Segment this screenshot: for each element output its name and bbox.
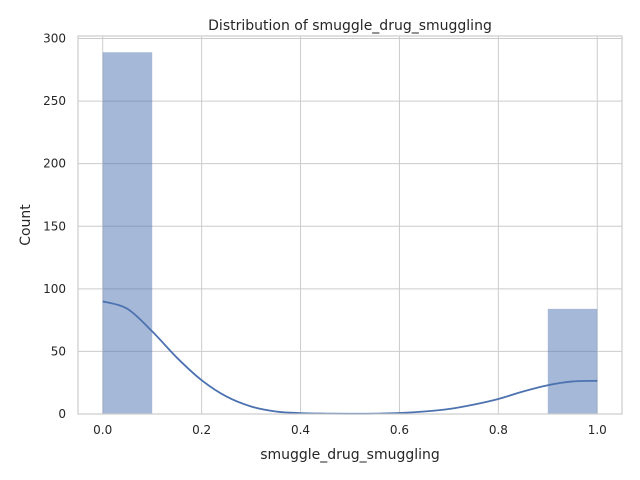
y-axis-label: Count bbox=[18, 204, 34, 246]
y-tick-label: 100 bbox=[43, 282, 66, 296]
x-tick-label: 1.0 bbox=[588, 423, 607, 437]
y-tick-label: 200 bbox=[43, 157, 66, 171]
x-tick-label: 0.8 bbox=[489, 423, 508, 437]
x-tick-label: 0.0 bbox=[93, 423, 112, 437]
y-tick-label: 0 bbox=[58, 407, 66, 421]
bars-layer bbox=[102, 52, 598, 415]
kde-line bbox=[102, 300, 598, 415]
x-tick-label: 0.2 bbox=[192, 423, 211, 437]
x-tick-label: 0.6 bbox=[390, 423, 409, 437]
x-tick-label: 0.4 bbox=[291, 423, 310, 437]
x-tick-labels: 0.0 0.2 0.4 0.6 0.8 1.0 bbox=[93, 423, 607, 437]
x-axis-label: smuggle_drug_smuggling bbox=[260, 447, 440, 463]
grid-layer bbox=[78, 36, 622, 415]
chart-title: Distribution of smuggle_drug_smuggling bbox=[208, 18, 492, 34]
y-tick-label: 50 bbox=[51, 344, 66, 358]
y-tick-label: 150 bbox=[43, 219, 66, 233]
histogram-bar bbox=[547, 308, 598, 414]
histogram-bar bbox=[102, 52, 153, 415]
kde-layer bbox=[102, 300, 598, 415]
y-tick-labels: 0 50 100 150 200 250 300 bbox=[43, 32, 66, 421]
y-tick-label: 300 bbox=[43, 32, 66, 46]
y-tick-label: 250 bbox=[43, 94, 66, 108]
plot-frame bbox=[77, 35, 623, 415]
